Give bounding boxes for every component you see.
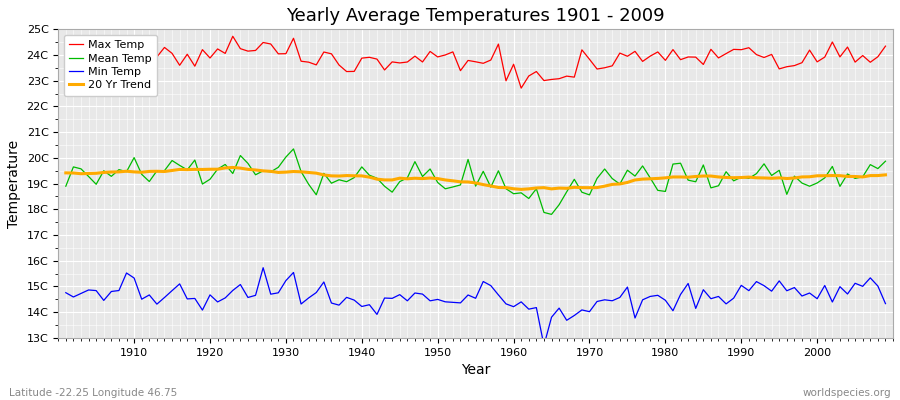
20 Yr Trend — [60, 170, 71, 175]
Line: Max Temp: Max Temp — [66, 36, 886, 88]
Max Temp — [60, 52, 71, 57]
20 Yr Trend — [341, 173, 352, 178]
Mean Temp — [546, 212, 557, 217]
Text: worldspecies.org: worldspecies.org — [803, 388, 891, 398]
Min Temp — [880, 301, 891, 306]
Mean Temp — [296, 169, 307, 174]
20 Yr Trend — [508, 186, 519, 191]
Mean Temp — [516, 190, 526, 195]
20 Yr Trend — [228, 165, 238, 170]
20 Yr Trend — [122, 169, 132, 174]
X-axis label: Year: Year — [461, 363, 491, 377]
Text: Latitude -22.25 Longitude 46.75: Latitude -22.25 Longitude 46.75 — [9, 388, 177, 398]
Max Temp — [615, 51, 626, 56]
Y-axis label: Temperature: Temperature — [7, 140, 21, 228]
Min Temp — [538, 343, 549, 348]
Line: Min Temp: Min Temp — [66, 268, 886, 346]
Min Temp — [60, 290, 71, 295]
Min Temp — [296, 302, 307, 306]
20 Yr Trend — [880, 172, 891, 177]
Min Temp — [516, 300, 526, 304]
20 Yr Trend — [296, 170, 307, 174]
Mean Temp — [880, 159, 891, 164]
Max Temp — [341, 69, 352, 74]
Line: 20 Yr Trend: 20 Yr Trend — [66, 168, 886, 189]
Max Temp — [880, 44, 891, 48]
Min Temp — [122, 270, 132, 275]
20 Yr Trend — [524, 186, 535, 191]
Max Temp — [122, 55, 132, 60]
Mean Temp — [341, 179, 352, 184]
Min Temp — [341, 295, 352, 300]
20 Yr Trend — [516, 187, 526, 192]
Mean Temp — [122, 169, 132, 174]
Max Temp — [508, 62, 519, 67]
20 Yr Trend — [615, 182, 626, 186]
Min Temp — [508, 304, 519, 309]
Mean Temp — [288, 146, 299, 151]
Max Temp — [228, 34, 238, 39]
Title: Yearly Average Temperatures 1901 - 2009: Yearly Average Temperatures 1901 - 2009 — [286, 7, 665, 25]
Max Temp — [516, 86, 526, 90]
Line: Mean Temp: Mean Temp — [66, 149, 886, 214]
Min Temp — [615, 295, 626, 300]
Min Temp — [257, 265, 268, 270]
Mean Temp — [615, 182, 626, 186]
Mean Temp — [508, 191, 519, 196]
Max Temp — [296, 59, 307, 64]
Max Temp — [524, 74, 535, 78]
Legend: Max Temp, Mean Temp, Min Temp, 20 Yr Trend: Max Temp, Mean Temp, Min Temp, 20 Yr Tre… — [64, 35, 158, 96]
Mean Temp — [60, 184, 71, 189]
